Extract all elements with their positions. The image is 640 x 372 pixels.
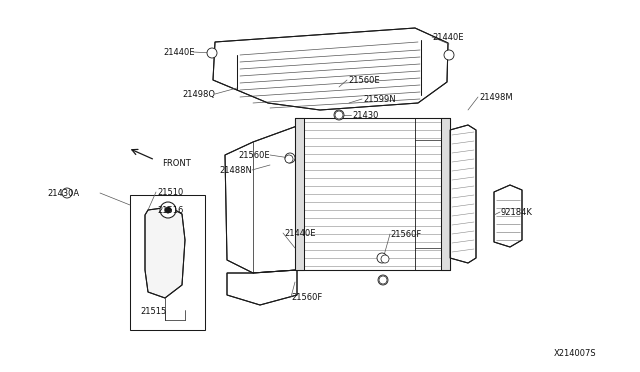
Circle shape	[62, 188, 72, 198]
Polygon shape	[213, 28, 448, 110]
Circle shape	[381, 255, 389, 263]
Circle shape	[334, 110, 344, 120]
Text: 21560F: 21560F	[291, 292, 323, 301]
Text: 21440E: 21440E	[163, 48, 195, 57]
Circle shape	[207, 48, 217, 58]
Polygon shape	[295, 118, 304, 270]
Text: 92184K: 92184K	[501, 208, 533, 217]
Polygon shape	[295, 118, 450, 270]
Circle shape	[285, 153, 295, 163]
Text: 21516: 21516	[157, 205, 184, 215]
Text: X214007S: X214007S	[554, 349, 596, 357]
Circle shape	[160, 202, 176, 218]
Text: 21560F: 21560F	[390, 230, 421, 238]
Circle shape	[165, 207, 172, 213]
Circle shape	[378, 275, 388, 285]
Text: 21440E: 21440E	[284, 228, 316, 237]
Polygon shape	[450, 125, 476, 263]
Polygon shape	[145, 207, 185, 298]
Text: 21498M: 21498M	[479, 93, 513, 102]
Polygon shape	[227, 270, 297, 305]
Text: 21515: 21515	[140, 307, 166, 315]
Polygon shape	[225, 126, 297, 273]
Circle shape	[444, 50, 454, 60]
Circle shape	[285, 155, 293, 163]
Text: 21599N: 21599N	[363, 94, 396, 103]
Polygon shape	[494, 185, 522, 247]
Bar	[130, 195, 205, 330]
Text: FRONT: FRONT	[162, 158, 191, 167]
Text: 21430A: 21430A	[47, 189, 79, 198]
Circle shape	[377, 253, 387, 263]
Circle shape	[335, 111, 343, 119]
Polygon shape	[441, 118, 450, 270]
Circle shape	[379, 276, 387, 284]
Text: 21560E: 21560E	[348, 76, 380, 84]
Text: 21510: 21510	[157, 187, 183, 196]
Text: 21440E: 21440E	[432, 32, 463, 42]
Text: 21430: 21430	[352, 110, 378, 119]
Text: 21488N: 21488N	[219, 166, 252, 174]
Text: 21498Q: 21498Q	[182, 90, 215, 99]
Text: 21560E: 21560E	[238, 151, 270, 160]
